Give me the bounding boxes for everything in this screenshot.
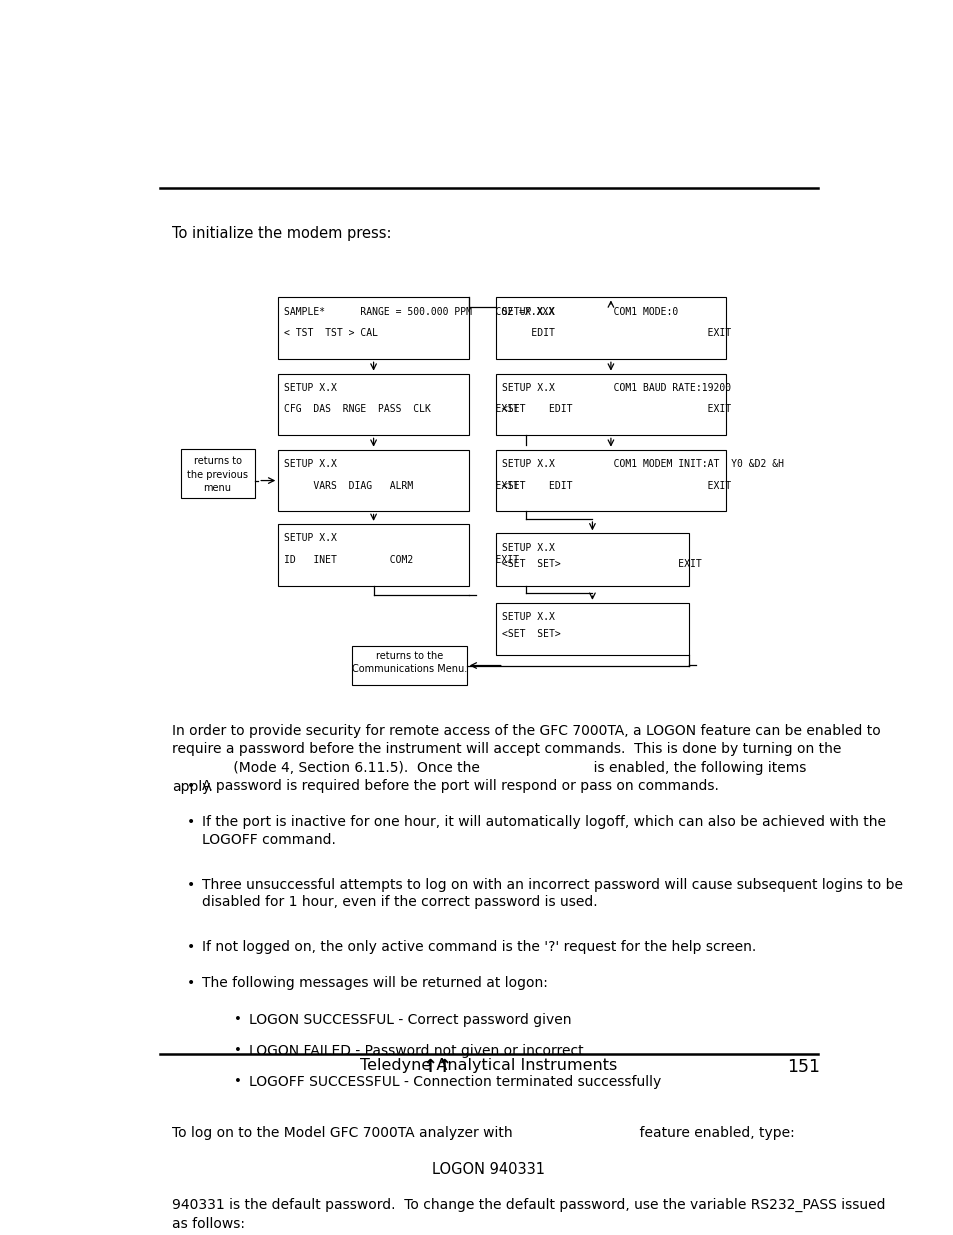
- FancyBboxPatch shape: [278, 298, 469, 359]
- Text: •: •: [187, 878, 195, 892]
- Text: ID   INET         COM2              EXIT: ID INET COM2 EXIT: [284, 555, 518, 564]
- Text: LOGON FAILED - Password not given or incorrect: LOGON FAILED - Password not given or inc…: [249, 1044, 582, 1058]
- Text: ↑↑: ↑↑: [421, 1058, 452, 1076]
- Text: < TST  TST > CAL: < TST TST > CAL: [284, 329, 377, 338]
- FancyBboxPatch shape: [278, 450, 469, 511]
- Text: SAMPLE*      RANGE = 500.000 PPM    CO2 =X.XXX: SAMPLE* RANGE = 500.000 PPM CO2 =X.XXX: [284, 308, 554, 317]
- Text: <SET  SET>                    EXIT: <SET SET> EXIT: [501, 559, 701, 569]
- Text: LOGON 940331: LOGON 940331: [432, 1162, 545, 1177]
- Text: SETUP X.X          COM1 MODE:0: SETUP X.X COM1 MODE:0: [501, 308, 678, 317]
- FancyBboxPatch shape: [496, 450, 724, 511]
- Text: SETUP X.X: SETUP X.X: [501, 543, 555, 553]
- FancyBboxPatch shape: [496, 373, 724, 436]
- Text: Teledyne Analytical Instruments: Teledyne Analytical Instruments: [360, 1058, 617, 1073]
- Text: VARS  DIAG   ALRM              EXIT: VARS DIAG ALRM EXIT: [284, 480, 518, 490]
- Text: <SET    EDIT                       EXIT: <SET EDIT EXIT: [501, 405, 731, 415]
- Text: The following messages will be returned at logon:: The following messages will be returned …: [202, 977, 547, 990]
- Text: 940331 is the default password.  To change the default password, use the variabl: 940331 is the default password. To chang…: [172, 1198, 885, 1231]
- Text: If not logged on, the only active command is the '?' request for the help screen: If not logged on, the only active comman…: [202, 940, 756, 955]
- Text: returns to the
Communications Menu.: returns to the Communications Menu.: [352, 651, 467, 674]
- Text: In order to provide security for remote access of the GFC 7000TA, a LOGON featur: In order to provide security for remote …: [172, 724, 881, 794]
- Text: EDIT                          EXIT: EDIT EXIT: [501, 329, 731, 338]
- Text: To log on to the Model GFC 7000TA analyzer with                             feat: To log on to the Model GFC 7000TA analyz…: [172, 1126, 795, 1140]
- Text: SETUP X.X: SETUP X.X: [501, 613, 555, 622]
- Text: •: •: [187, 940, 195, 955]
- Text: LOGOFF SUCCESSFUL - Connection terminated successfully: LOGOFF SUCCESSFUL - Connection terminate…: [249, 1076, 660, 1089]
- FancyBboxPatch shape: [278, 373, 469, 436]
- Text: Three unsuccessful attempts to log on with an incorrect password will cause subs: Three unsuccessful attempts to log on wi…: [202, 878, 902, 909]
- Text: •: •: [187, 977, 195, 990]
- Text: If the port is inactive for one hour, it will automatically logoff, which can al: If the port is inactive for one hour, it…: [202, 815, 885, 847]
- Text: A password is required before the port will respond or pass on commands.: A password is required before the port w…: [202, 779, 719, 793]
- Text: <SET    EDIT                       EXIT: <SET EDIT EXIT: [501, 480, 731, 490]
- Text: To initialize the modem press:: To initialize the modem press:: [172, 226, 392, 241]
- Text: •: •: [187, 815, 195, 829]
- Text: 151: 151: [786, 1058, 819, 1076]
- FancyBboxPatch shape: [352, 646, 466, 684]
- Text: •: •: [233, 1076, 241, 1088]
- Text: SETUP X.X: SETUP X.X: [284, 534, 336, 543]
- Text: returns to
the previous
menu: returns to the previous menu: [187, 456, 248, 493]
- Text: SETUP X.X: SETUP X.X: [284, 459, 336, 469]
- Text: LOGON SUCCESSFUL - Correct password given: LOGON SUCCESSFUL - Correct password give…: [249, 1013, 571, 1026]
- Text: SETUP X.X          COM1 BAUD RATE:19200: SETUP X.X COM1 BAUD RATE:19200: [501, 383, 731, 393]
- FancyBboxPatch shape: [496, 298, 724, 359]
- Text: CFG  DAS  RNGE  PASS  CLK           EXIT: CFG DAS RNGE PASS CLK EXIT: [284, 405, 518, 415]
- Text: <SET  SET>: <SET SET>: [501, 629, 560, 638]
- FancyBboxPatch shape: [278, 524, 469, 585]
- FancyBboxPatch shape: [496, 603, 688, 655]
- Text: SETUP X.X: SETUP X.X: [284, 383, 336, 393]
- Text: SETUP X.X          COM1 MODEM INIT:AT  Y0 &D2 &H: SETUP X.X COM1 MODEM INIT:AT Y0 &D2 &H: [501, 459, 783, 469]
- FancyBboxPatch shape: [180, 448, 254, 498]
- Text: •: •: [187, 779, 195, 793]
- FancyBboxPatch shape: [496, 534, 688, 585]
- Text: •: •: [233, 1013, 241, 1025]
- Text: •: •: [233, 1044, 241, 1057]
